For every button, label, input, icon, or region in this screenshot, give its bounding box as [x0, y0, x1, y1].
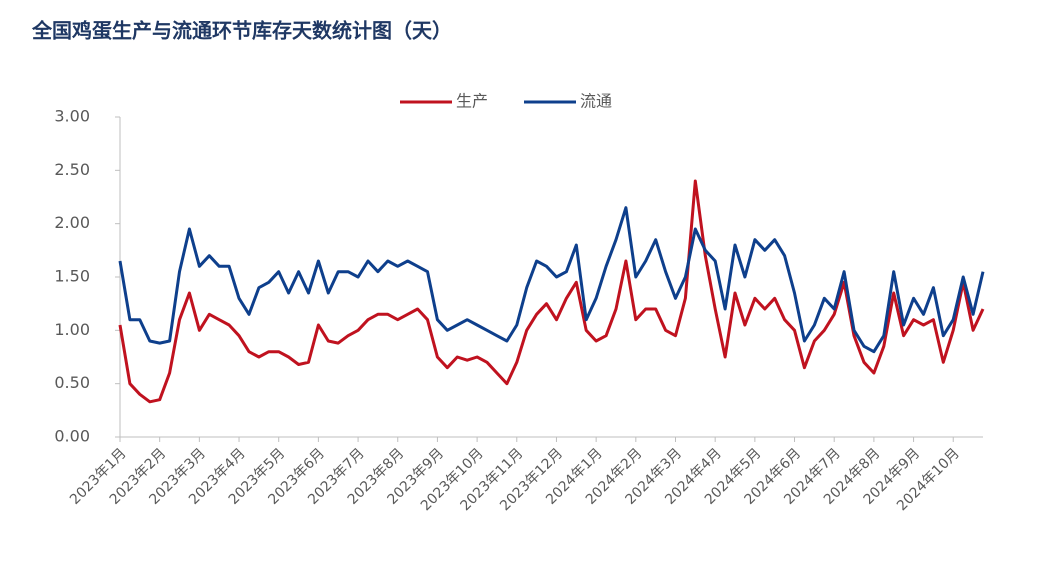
y-tick-label: 2.00	[54, 213, 90, 232]
chart-title: 全国鸡蛋生产与流通环节库存天数统计图（天）	[31, 19, 452, 43]
y-tick-label: 3.00	[54, 107, 90, 126]
series-line	[118, 179, 985, 404]
legend-label: 生产	[456, 92, 488, 111]
y-tick-label: 1.00	[54, 320, 90, 339]
series-line	[118, 206, 985, 354]
y-tick-label: 0.00	[54, 427, 90, 446]
y-tick-label: 2.50	[54, 160, 90, 179]
legend-label: 流通	[580, 92, 612, 111]
y-tick-label: 0.50	[54, 373, 90, 392]
y-tick-label: 1.50	[54, 267, 90, 286]
